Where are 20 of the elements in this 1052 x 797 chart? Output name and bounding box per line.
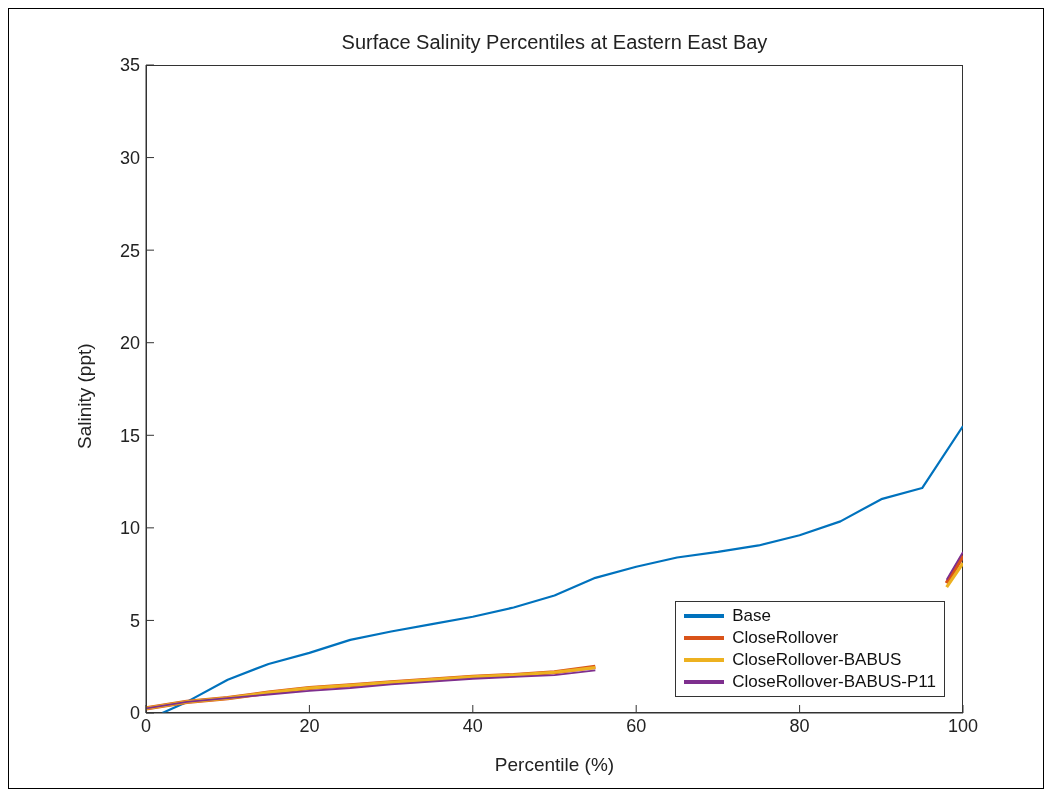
x-tick-label: 100 xyxy=(947,715,979,736)
legend-label: CloseRollover-BABUS xyxy=(732,649,902,671)
y-tick-label: 25 xyxy=(119,240,140,261)
legend-label: CloseRollover xyxy=(732,627,839,649)
legend-label: Base xyxy=(732,605,771,627)
x-axis-title: Percentile (%) xyxy=(494,754,615,775)
legend-label: CloseRollover-BABUS-P11 xyxy=(732,671,936,693)
y-tick-label: 35 xyxy=(119,55,140,76)
x-tick-label: 40 xyxy=(462,715,483,736)
y-axis-title: Salinity (ppt) xyxy=(73,343,95,449)
y-tick-label: 15 xyxy=(119,425,140,446)
x-tick-label: 20 xyxy=(299,715,320,736)
x-tick-label: 80 xyxy=(789,715,810,736)
y-tick-label: 10 xyxy=(119,518,140,539)
y-tick-label: 30 xyxy=(119,147,140,168)
chart-title: Surface Salinity Percentiles at Eastern East Bay xyxy=(340,31,769,54)
x-tick-label: 60 xyxy=(626,715,647,736)
y-tick-label: 20 xyxy=(119,333,140,354)
line-series xyxy=(161,424,963,713)
y-tick-label: 5 xyxy=(129,610,140,631)
